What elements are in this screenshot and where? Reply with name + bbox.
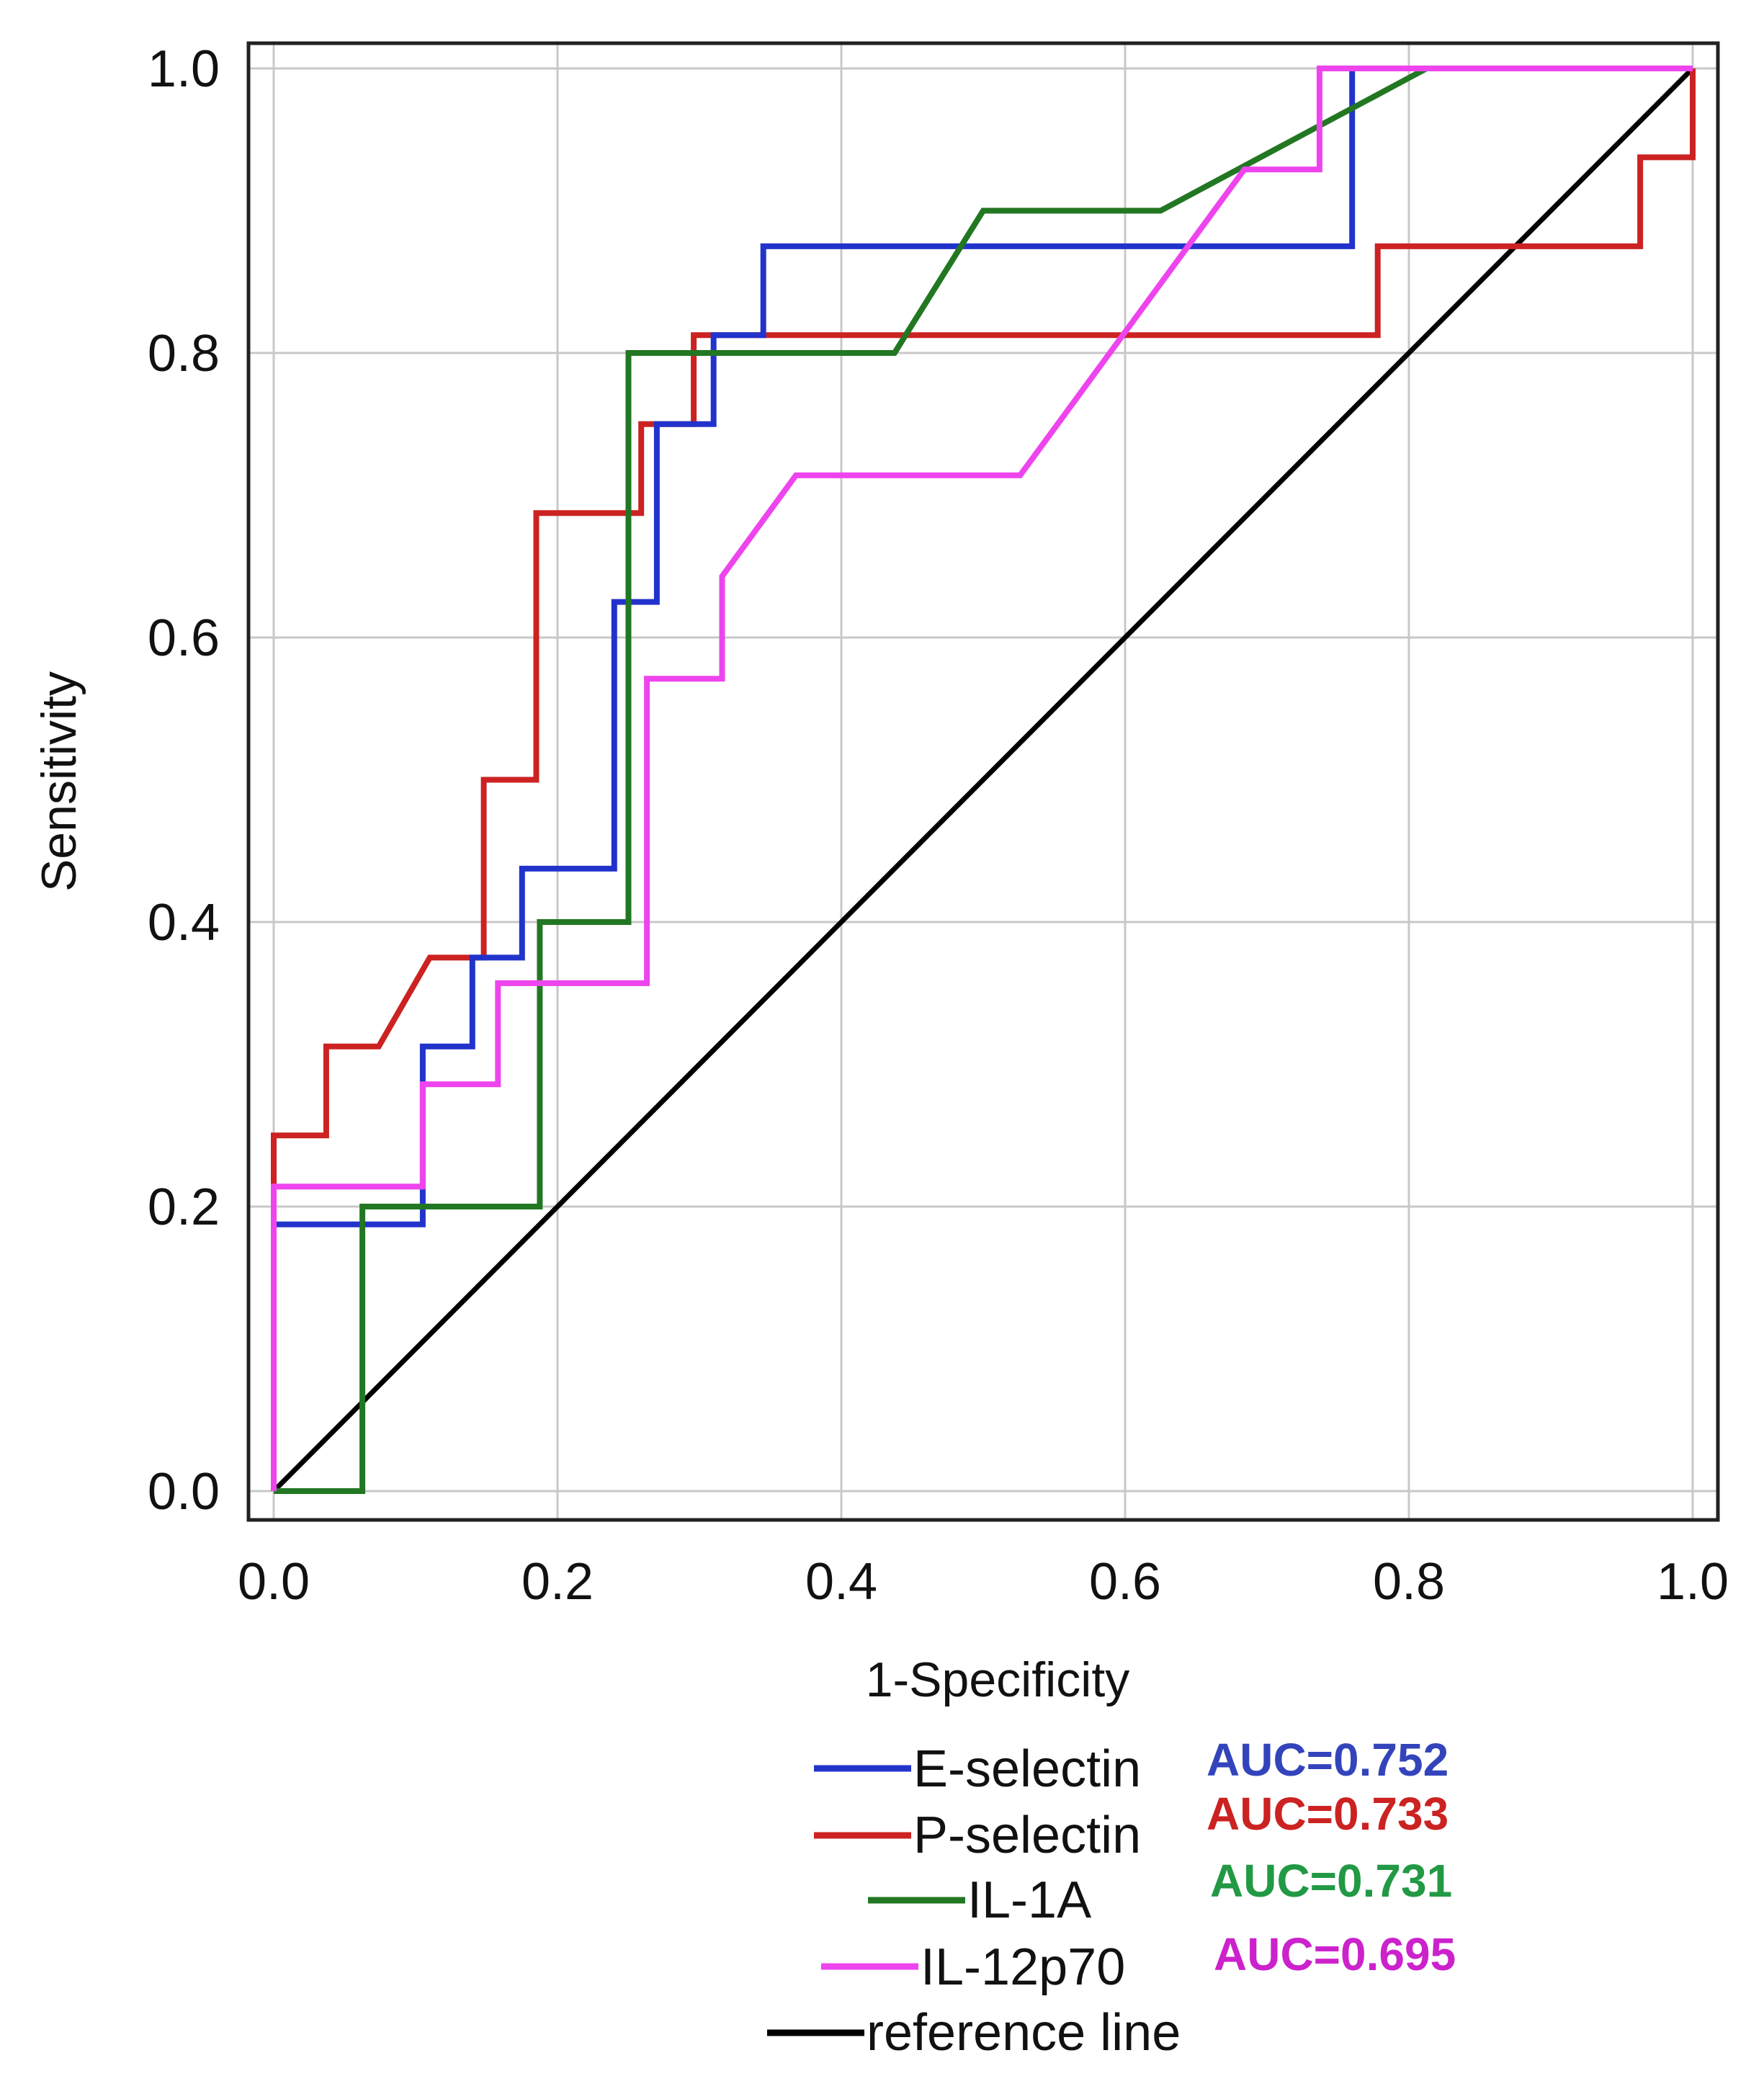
y-tick-label: 1.0 xyxy=(148,40,220,98)
series-line-p-selectin xyxy=(271,68,1696,1491)
y-tick-label: 0.0 xyxy=(148,1463,220,1521)
tick-labels: 0.0 0.2 0.4 0.6 0.8 1.0 0.0 0.2 0.4 0.6 0.8 1.0 xyxy=(148,40,1729,1611)
legend-label-p-selectin: P-selectin xyxy=(913,1807,1141,1864)
legend-label-il-12p70: IL-12p70 xyxy=(921,1938,1125,1996)
series-line-reference-line xyxy=(272,66,1695,1493)
auc-label-p-selectin: AUC=0.733 xyxy=(1206,1788,1449,1840)
x-tick-label: 0.6 xyxy=(1089,1553,1161,1611)
x-tick-label: 1.0 xyxy=(1657,1553,1729,1611)
x-axis-title: 1-Specificity xyxy=(866,1652,1130,1707)
legend-label-il-1a: IL-1A xyxy=(967,1871,1091,1929)
series-line-il-12p70 xyxy=(271,66,1693,1491)
x-tick-label: 0.0 xyxy=(238,1553,310,1611)
legend-label-reference-line: reference line xyxy=(867,2004,1181,2062)
legend: E-selectin AUC=0.752 P-selectin AUC=0.73… xyxy=(767,1734,1456,2062)
series-line-il-1a xyxy=(274,66,1693,1494)
y-tick-label: 0.6 xyxy=(148,609,220,667)
series-layer xyxy=(271,66,1696,1494)
y-axis-title: Sensitivity xyxy=(32,671,86,892)
y-tick-label: 0.2 xyxy=(148,1178,220,1236)
auc-label-e-selectin: AUC=0.752 xyxy=(1206,1734,1449,1786)
grid xyxy=(249,43,1718,1520)
auc-label-il-1a: AUC=0.731 xyxy=(1210,1855,1452,1907)
y-tick-label: 0.8 xyxy=(148,325,220,382)
legend-label-e-selectin: E-selectin xyxy=(913,1740,1141,1798)
y-tick-label: 0.4 xyxy=(148,894,220,952)
x-tick-label: 0.2 xyxy=(521,1553,594,1611)
series-line-e-selectin xyxy=(271,66,1693,1491)
x-tick-label: 0.8 xyxy=(1373,1553,1445,1611)
plot-frame xyxy=(246,41,1720,1522)
auc-label-il-12p70: AUC=0.695 xyxy=(1214,1928,1456,1980)
x-tick-label: 0.4 xyxy=(805,1553,877,1611)
